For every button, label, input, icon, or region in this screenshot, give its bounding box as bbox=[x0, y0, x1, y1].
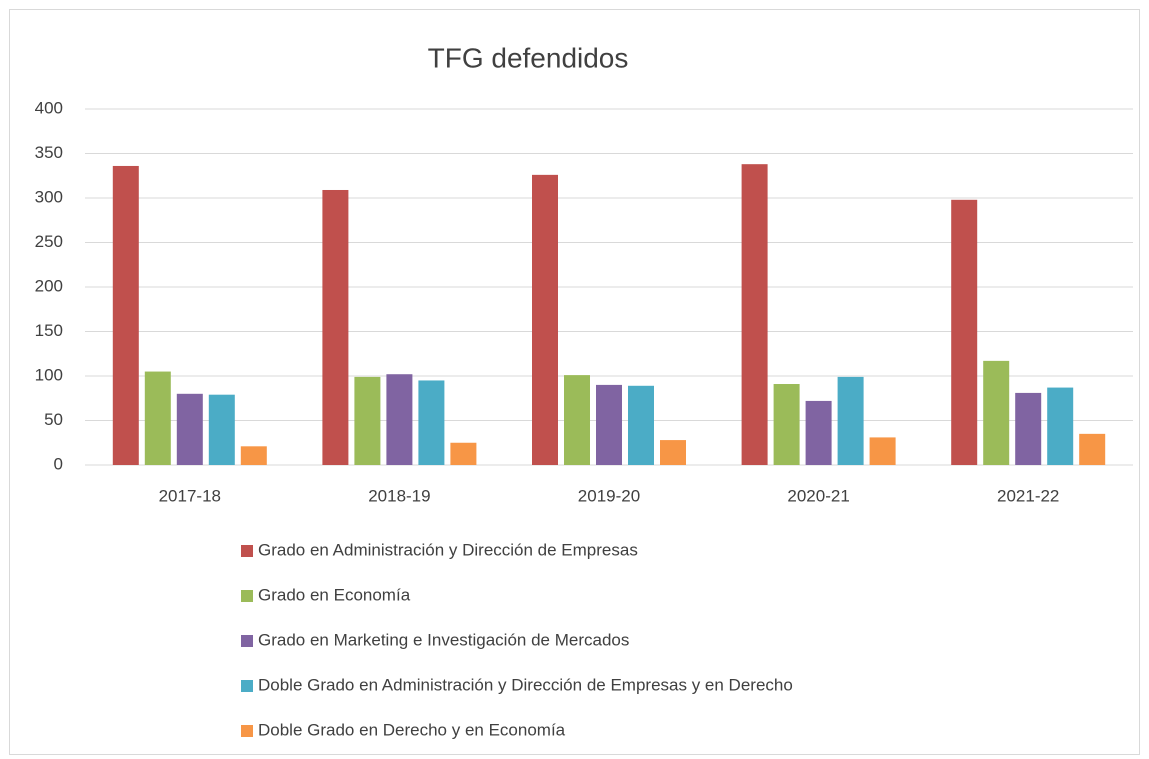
bar bbox=[773, 384, 800, 465]
bar bbox=[112, 165, 139, 465]
x-tick-label: 2017-18 bbox=[159, 486, 221, 505]
legend-swatch bbox=[241, 590, 253, 602]
bar bbox=[660, 440, 686, 465]
y-tick-label: 350 bbox=[35, 143, 63, 162]
bar bbox=[983, 360, 1010, 465]
bar bbox=[176, 393, 203, 465]
bar bbox=[1047, 387, 1074, 465]
legend-swatch bbox=[241, 545, 253, 557]
y-tick-label: 50 bbox=[44, 410, 63, 429]
y-tick-label: 400 bbox=[35, 98, 63, 117]
bar bbox=[208, 394, 235, 465]
bar bbox=[869, 437, 896, 465]
y-tick-label: 300 bbox=[35, 187, 63, 206]
bar bbox=[144, 371, 171, 465]
legend-label: Doble Grado en Derecho y en Economía bbox=[258, 720, 566, 739]
x-tick-label: 2018-19 bbox=[368, 486, 430, 505]
bar bbox=[1015, 392, 1042, 465]
y-tick-label: 200 bbox=[35, 276, 63, 295]
bar bbox=[1079, 433, 1106, 465]
legend-label: Grado en Marketing e Investigación de Me… bbox=[258, 630, 629, 649]
legend-label: Grado en Economía bbox=[258, 585, 411, 604]
x-tick-label: 2020-21 bbox=[787, 486, 849, 505]
bar bbox=[628, 385, 654, 465]
x-tick-label: 2019-20 bbox=[578, 486, 640, 505]
bar bbox=[532, 174, 558, 466]
bar bbox=[418, 380, 445, 465]
bar bbox=[596, 384, 622, 465]
legend-swatch bbox=[241, 635, 253, 647]
legend-swatch bbox=[241, 725, 253, 737]
chart-title: TFG defendidos bbox=[428, 42, 629, 73]
bar bbox=[386, 374, 413, 465]
legend-label: Doble Grado en Administración y Direcció… bbox=[258, 675, 793, 694]
bar bbox=[951, 199, 978, 465]
y-tick-label: 0 bbox=[54, 454, 63, 473]
y-tick-label: 100 bbox=[35, 365, 63, 384]
x-tick-label: 2021-22 bbox=[997, 486, 1059, 505]
y-tick-label: 150 bbox=[35, 321, 63, 340]
bar bbox=[322, 189, 349, 466]
bar bbox=[354, 376, 381, 465]
bar bbox=[240, 446, 267, 465]
bar bbox=[564, 375, 590, 465]
y-tick-label: 250 bbox=[35, 232, 63, 251]
bar bbox=[837, 376, 864, 465]
bar bbox=[741, 164, 768, 465]
legend-swatch bbox=[241, 680, 253, 692]
bar bbox=[805, 400, 832, 465]
legend-label: Grado en Administración y Dirección de E… bbox=[258, 540, 638, 559]
bar bbox=[450, 442, 477, 465]
